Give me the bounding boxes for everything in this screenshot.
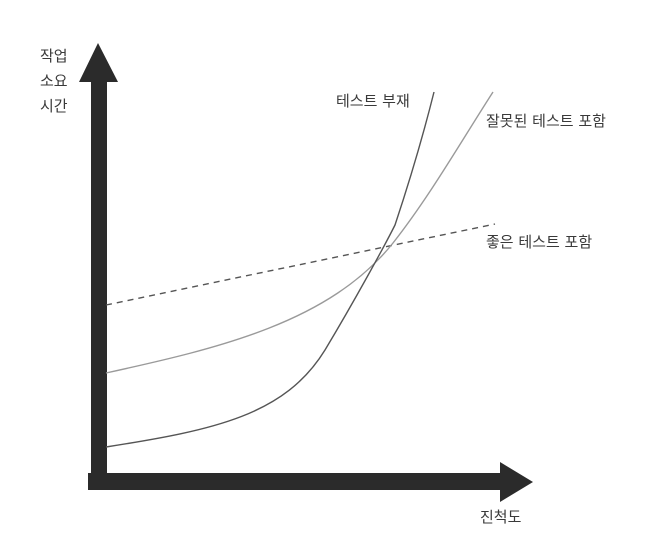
x-axis-arrowhead xyxy=(500,462,533,502)
y-axis-label-line: 소요 xyxy=(40,72,68,90)
curve-good-tests xyxy=(105,223,496,306)
label-no-tests: 테스트 부재 xyxy=(336,92,410,110)
curve-bad-tests xyxy=(105,91,494,374)
y-axis-arrowhead xyxy=(79,43,118,82)
curve-no-tests xyxy=(105,91,435,448)
y-axis-label: 작업 소요 시간 xyxy=(40,44,80,119)
y-axis-label-line: 시간 xyxy=(40,97,68,115)
y-axis-label-line: 작업 xyxy=(40,47,68,65)
label-bad-tests: 잘못된 테스트 포함 xyxy=(486,112,606,130)
label-good-tests: 좋은 테스트 포함 xyxy=(486,233,593,251)
x-axis-label: 진척도 xyxy=(480,508,522,526)
y-axis-bar xyxy=(91,80,107,490)
x-axis-bar xyxy=(88,473,502,490)
